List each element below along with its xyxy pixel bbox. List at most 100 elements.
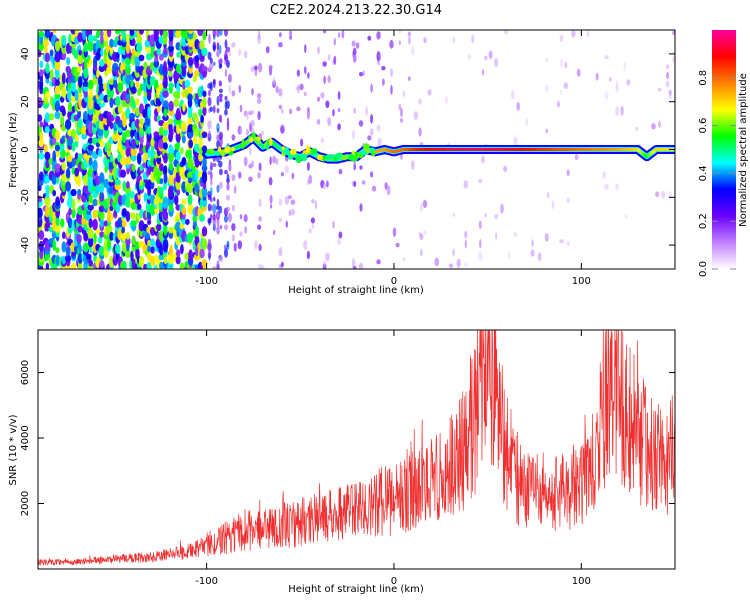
spectral-blob: [218, 93, 223, 98]
colorbar-tick-label: 0.6: [698, 118, 709, 134]
spectral-blob: [434, 257, 440, 267]
spectral-blob: [39, 60, 44, 69]
spectral-blob: [176, 30, 181, 37]
spectral-blob: [86, 253, 92, 260]
spectral-blob: [181, 135, 186, 144]
spectral-blob: [121, 260, 127, 269]
spectral-blob: [87, 228, 94, 239]
spectral-blob: [120, 169, 127, 178]
spectral-blob: [484, 213, 488, 218]
spectral-blob: [666, 72, 670, 79]
spectral-blob: [124, 197, 131, 208]
y-tick-label: 0: [20, 146, 31, 152]
spectral-blob: [246, 128, 249, 136]
spectral-blob: [149, 150, 156, 158]
spectral-blob: [219, 115, 223, 124]
spectral-blob: [81, 30, 87, 35]
spectral-blob: [74, 133, 79, 142]
spectral-blob: [423, 230, 427, 235]
spectral-blob: [464, 261, 468, 268]
spectral-blob: [503, 165, 508, 173]
spectral-blob: [269, 156, 272, 166]
spectral-blob: [163, 74, 168, 84]
spectral-blob: [71, 141, 76, 152]
spectral-blob: [571, 30, 576, 38]
spectral-blob: [115, 30, 121, 35]
spectral-blob: [337, 91, 341, 100]
spectral-blob: [202, 96, 207, 108]
spectral-blob: [258, 216, 262, 222]
spectral-blob: [246, 111, 249, 121]
x-tick-label: 100: [572, 276, 591, 287]
spectral-blob: [317, 96, 320, 102]
spectral-blob: [400, 153, 403, 161]
signal-blob: [231, 147, 235, 152]
spectral-blob: [201, 259, 208, 268]
colorbar-scale: [712, 30, 736, 269]
spectral-blob: [507, 251, 511, 258]
spectral-blob: [463, 180, 469, 189]
spectral-blob: [168, 128, 174, 138]
spectral-blob: [218, 131, 224, 140]
spectral-blob: [134, 118, 140, 129]
spectral-blob: [422, 199, 428, 209]
spectral-blob: [197, 170, 203, 179]
spectral-blob: [65, 168, 71, 179]
spectral-blob: [207, 238, 212, 248]
spectral-blob: [323, 75, 326, 85]
spectral-blob: [202, 170, 207, 178]
spectral-blob: [52, 239, 57, 251]
spectral-blob: [176, 162, 180, 173]
spectral-blob: [452, 248, 456, 257]
spectral-blob: [420, 248, 423, 257]
spectral-blob: [325, 100, 330, 109]
spectral-blob: [239, 104, 243, 113]
spectral-blob: [55, 196, 60, 207]
signal-blob: [281, 146, 285, 151]
spectral-blob: [175, 107, 181, 119]
spectral-blob: [327, 117, 331, 127]
spectral-blob: [224, 169, 228, 175]
spectral-blob: [44, 112, 51, 123]
spectral-blob: [194, 117, 200, 125]
spectral-blob: [272, 155, 277, 164]
spectral-blob: [530, 249, 535, 257]
spectral-blob: [231, 174, 236, 182]
spectral-blob: [308, 174, 313, 184]
spectral-blob: [92, 218, 98, 231]
spectral-blob: [130, 146, 137, 157]
spectral-blob: [207, 51, 212, 60]
signal-blob: [295, 155, 301, 163]
spectral-blob: [162, 239, 169, 251]
spectral-blob: [226, 240, 230, 248]
spectral-blob: [352, 54, 357, 63]
spectral-blob: [163, 46, 168, 55]
spectral-blob: [45, 262, 50, 269]
spectral-blob: [481, 69, 485, 76]
signal-blob: [301, 153, 308, 162]
spectral-blob: [78, 97, 83, 109]
spectral-blob: [201, 238, 208, 251]
spectral-blob: [124, 129, 132, 138]
spectral-blob: [52, 137, 57, 146]
signal-blob: [209, 148, 215, 155]
spectral-blob: [159, 261, 164, 269]
spectral-blob: [49, 49, 54, 57]
spectral-blob: [272, 229, 276, 236]
spectral-blob: [337, 107, 341, 113]
spectral-blob: [209, 62, 214, 70]
spectral-blob: [136, 35, 143, 44]
spectral-blob: [207, 96, 212, 107]
spectral-blob: [226, 182, 230, 191]
spectral-blob: [341, 30, 345, 39]
spectral-blob: [231, 204, 235, 212]
spectral-blob: [257, 172, 261, 179]
spectral-blob: [115, 52, 120, 59]
spectral-blob: [88, 259, 93, 267]
spectral-blob: [408, 35, 411, 45]
spectral-blob: [84, 58, 88, 70]
spectral-blob: [66, 57, 71, 66]
spectral-blob: [125, 41, 130, 54]
spectral-blob: [61, 161, 67, 171]
spectral-blob: [400, 107, 403, 118]
